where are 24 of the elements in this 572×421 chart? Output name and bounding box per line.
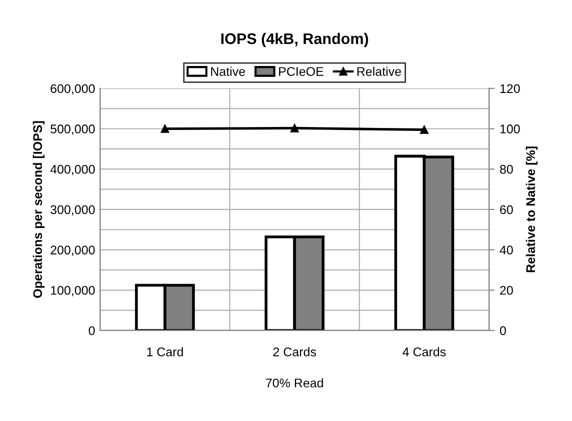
y2-axis-title: Relative to Native [%] [526,146,538,272]
x-tick-label: 1 Card [147,347,183,356]
y2-tick-label: 40 [500,246,513,254]
y2-tick-label: 20 [500,286,513,295]
y-tick-label: 400,000 [50,164,95,176]
y2-tick-label: 100 [500,124,520,134]
y2-tick-label: 120 [500,84,520,94]
y2-tick-label: 80 [500,164,513,174]
chart-title: IOPS (4kB, Random) [221,32,368,48]
y-tick-label: 0 [88,326,95,336]
x-axis-title: 70% Read [266,378,323,388]
y2-tick-label: 0 [500,326,506,336]
legend-label: Native [211,66,245,76]
x-tick-label: 4 Cards [402,347,446,356]
y-axis-title: Operations per second [IOPS] [32,121,45,298]
x-tick-label: 2 Cards [273,347,316,356]
y-tick-label: 300,000 [50,205,95,216]
legend-label: PCIeOE [279,67,324,76]
y2-tick-label: 60 [500,205,513,214]
y-tick-label: 200,000 [50,246,95,256]
y-tick-label: 600,000 [50,84,95,95]
y-tick-label: 500,000 [50,124,95,135]
legend-label: Relative [357,66,401,76]
y-tick-label: 100,000 [51,286,95,296]
